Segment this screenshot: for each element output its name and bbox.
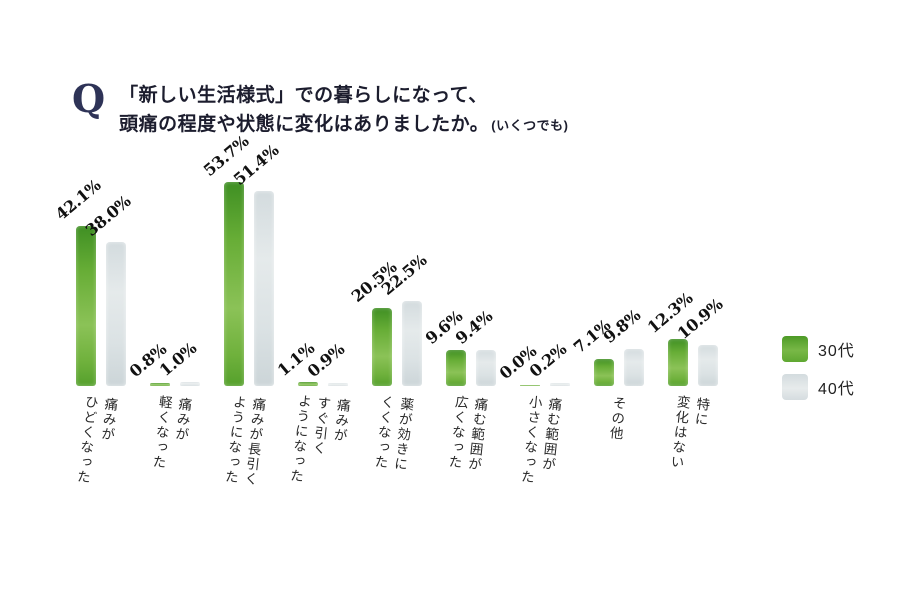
category-label: 痛みが長引く ようになった (222, 394, 267, 488)
bar-wrapper: 0.0% (496, 341, 540, 386)
category-label: 痛みが すぐ引く ようになった (286, 393, 351, 485)
chart-group: 20.5% 22.5% 薬が効きに くくなった (348, 158, 434, 556)
bar-wrapper: 9.8% (600, 305, 644, 386)
bar-30s (150, 382, 170, 386)
category-label: 痛む範囲が 広くなった (446, 394, 489, 473)
bar-40s (476, 350, 496, 386)
bar-30s (668, 339, 688, 386)
bar-wrapper: 9.4% (452, 307, 496, 386)
question-mark-label: Q (72, 76, 106, 121)
chart-group: 7.1% 9.8% その他 (570, 158, 656, 556)
chart-group: 12.3% 10.9% 特に 変化はない (644, 158, 730, 556)
chart-group: 0.8% 1.0% 痛みが 軽くなった (126, 158, 212, 556)
category-label: 痛む範囲が 小さくなった (518, 394, 563, 486)
bar-pair: 1.1% 0.9% (274, 158, 348, 386)
bar-30s (594, 359, 614, 386)
legend-label-30s: 30代 (818, 343, 855, 360)
bar-30s (298, 381, 318, 386)
chart-group: 42.1% 38.0% 痛みが ひどくなった (52, 158, 138, 556)
bar-pair: 0.0% 0.2% (496, 158, 570, 386)
bar-wrapper: 9.6% (422, 306, 466, 386)
legend-item-40s: 40代 (782, 374, 855, 400)
bar-pair: 20.5% 22.5% (348, 158, 430, 386)
question-suffix: (いくつでも) (491, 117, 569, 133)
category-label: その他 (607, 395, 627, 442)
bar-wrapper: 20.5% (348, 258, 400, 386)
chart-legend: 30代 40代 (782, 336, 855, 400)
legend-swatch-40s (782, 374, 808, 400)
bar-wrapper: 0.9% (304, 339, 348, 386)
bar-40s (550, 383, 570, 386)
bar-pair: 53.7% 51.4% (200, 132, 282, 386)
legend-item-30s: 30代 (782, 336, 855, 362)
bar-pair: 7.1% 9.8% (570, 158, 644, 386)
category-label: 痛みが ひどくなった (74, 394, 119, 486)
legend-swatch-30s (782, 336, 808, 362)
question-line-2-text: 頭痛の程度や状態に変化はありましたか。 (119, 113, 490, 135)
question-line-2: 頭痛の程度や状態に変化はありましたか。 (いくつでも) (119, 111, 568, 140)
bar-wrapper: 51.4% (230, 140, 282, 386)
bar-40s (328, 382, 348, 386)
bar-30s (372, 308, 392, 386)
bar-pair: 42.1% 38.0% (52, 158, 134, 386)
percent-label: 9.8% (599, 305, 645, 347)
bar-wrapper: 1.0% (156, 339, 200, 386)
legend-label-40s: 40代 (818, 381, 855, 398)
bar-40s (180, 382, 200, 386)
bar-wrapper: 53.7% (200, 132, 252, 386)
bar-chart: 42.1% 38.0% 痛みが ひどくなった 0.8% 1.0% 痛みが 軽くなった 53.… (52, 132, 730, 556)
bar-40s (698, 344, 718, 386)
bar-wrapper: 42.1% (52, 176, 104, 386)
bar-40s (402, 300, 422, 386)
bar-pair: 9.6% 9.4% (422, 158, 496, 386)
category-label: 特に 変化はない (668, 394, 711, 471)
category-label: 痛みが 軽くなった (150, 394, 193, 471)
bar-30s (446, 349, 466, 386)
bar-wrapper: 38.0% (82, 191, 134, 386)
bar-30s (520, 384, 540, 386)
question-line-1: 「新しい生活様式」での暮らしになって、 (119, 85, 488, 106)
bar-pair: 0.8% 1.0% (126, 158, 200, 386)
bar-wrapper: 7.1% (570, 316, 614, 386)
bar-pair: 12.3% 10.9% (644, 158, 726, 386)
bar-40s (106, 241, 126, 386)
chart-group: 1.1% 0.9% 痛みが すぐ引く ようになった (274, 158, 360, 556)
bar-wrapper: 1.1% (274, 338, 318, 386)
bar-30s (224, 181, 244, 386)
chart-group: 53.7% 51.4% 痛みが長引く ようになった (200, 132, 286, 556)
bar-wrapper: 0.8% (126, 340, 170, 386)
bar-wrapper: 0.2% (526, 340, 570, 386)
bar-40s (624, 348, 644, 386)
bar-40s (254, 190, 274, 386)
bar-wrapper: 12.3% (644, 289, 696, 386)
question-text: 「新しい生活様式」での暮らしになって、 頭痛の程度や状態に変化はありましたか。(… (119, 78, 568, 139)
chart-group: 0.0% 0.2% 痛む範囲が 小さくなった (496, 158, 582, 556)
bar-30s (76, 226, 96, 386)
chart-title-block: Q 「新しい生活様式」での暮らしになって、 頭痛の程度や状態に変化はありましたか… (72, 78, 568, 139)
category-label: 薬が効きに くくなった (372, 394, 415, 473)
chart-group: 9.6% 9.4% 痛む範囲が 広くなった (422, 158, 508, 556)
bar-wrapper: 22.5% (378, 250, 430, 386)
bar-wrapper: 10.9% (674, 294, 726, 386)
